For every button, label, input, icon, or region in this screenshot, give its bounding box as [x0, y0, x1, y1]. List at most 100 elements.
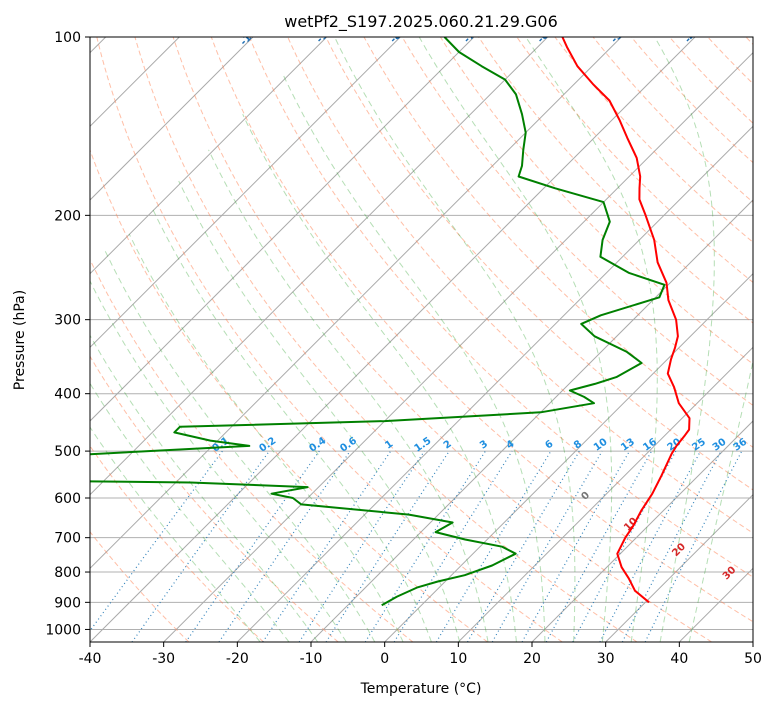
- moist-adiabat-label: 0: [579, 490, 592, 503]
- isotherm-line: [90, 37, 328, 275]
- isotherm-line: [90, 37, 401, 349]
- dry-adiabat-line: [210, 37, 753, 623]
- y-tick-label: 100: [54, 30, 81, 46]
- isotherm-line: [236, 125, 753, 642]
- mixing-ratio-label: 0.2: [257, 435, 278, 454]
- axes: -40 -30 -20 -10 0 10 20 30 40 5010020030040050060…: [45, 30, 762, 667]
- mixing-ratio-label: 8: [572, 439, 584, 452]
- isotherm-line: [531, 420, 753, 642]
- isotherm-label: -80: [388, 25, 409, 46]
- dry-adiabat-line: [707, 37, 753, 85]
- mixing-ratio-line: [364, 450, 486, 642]
- isotherm-line: [90, 37, 549, 496]
- mixing-ratio-line: [185, 450, 320, 642]
- moist-adiabat-line: [242, 113, 517, 642]
- isotherm-line: [457, 346, 753, 642]
- grid: 0.1 0.2 0.4 0.6 1 1.5 2 3 4 6 8 10 13 16 20 25 30 36-100-…: [90, 22, 775, 642]
- dewpoint-profile: [90, 37, 666, 607]
- moist-adiabat-line: [104, 251, 376, 642]
- dry-adiabat-line: [90, 355, 339, 642]
- moist-adiabat-line: [90, 279, 347, 642]
- temperature-profile: [561, 37, 691, 604]
- y-tick-label: 500: [54, 444, 81, 460]
- mixing-ratio-line: [325, 450, 450, 642]
- mixing-ratio-label: 3: [478, 439, 490, 452]
- mixing-ratio-line: [491, 450, 603, 642]
- y-tick-label: 800: [54, 565, 81, 581]
- y-tick-label: 400: [54, 387, 81, 403]
- x-tick-label: 40: [670, 651, 688, 667]
- dry-adiabat-line: [134, 37, 638, 642]
- mixing-ratio-line: [545, 450, 653, 642]
- mixing-ratio-line: [599, 450, 702, 642]
- x-tick-label: 10: [449, 651, 467, 667]
- mixing-ratio-line: [621, 450, 722, 642]
- mixing-ratio-line: [393, 450, 513, 642]
- dry-adiabat-line: [592, 37, 753, 203]
- mixing-ratio-line: [90, 450, 223, 632]
- x-tick-label: -10: [300, 651, 323, 667]
- moist-adiabat-line: [525, 37, 658, 642]
- mixing-ratio-line: [262, 450, 392, 642]
- x-tick-label: 20: [523, 651, 541, 667]
- dry-adiabat-line: [172, 37, 712, 642]
- mixing-ratio-label: 1: [383, 439, 395, 452]
- moist-adiabat-label: 20: [670, 541, 688, 559]
- mixing-ratio-line: [466, 450, 580, 642]
- isotherm-line: [90, 37, 254, 201]
- isotherm-line: [605, 493, 753, 642]
- moist-adiabat-line: [90, 382, 290, 642]
- mixing-ratio-line: [218, 450, 351, 642]
- x-tick-label: -40: [79, 651, 102, 667]
- moist-adiabat-line: [281, 72, 546, 642]
- moist-adiabat-line: [654, 37, 715, 642]
- dry-adiabat-line: [90, 531, 190, 642]
- mixing-ratio-label: 6: [543, 439, 555, 452]
- moist-adiabat-line: [128, 233, 404, 642]
- plot-frame: [89, 36, 754, 643]
- isotherm-line: [163, 51, 753, 642]
- x-tick-label: 50: [744, 651, 762, 667]
- mixing-ratio-line: [298, 450, 425, 642]
- mixing-ratio-line: [131, 450, 270, 642]
- sounding-profiles: [90, 37, 691, 607]
- dry-adiabat-line: [90, 148, 488, 642]
- x-tick-label: -20: [226, 651, 249, 667]
- isotherm-label: -30: [757, 25, 775, 46]
- mixing-ratio-label: 0.6: [338, 435, 359, 454]
- isotherm-line: [310, 199, 753, 642]
- x-tick-label: 0: [380, 651, 389, 667]
- dry-adiabat-line: [478, 37, 753, 324]
- dry-adiabat-line: [363, 37, 753, 448]
- y-tick-label: 300: [54, 313, 81, 329]
- moist-adiabat-line: [90, 334, 319, 642]
- isotherm-line: [90, 37, 696, 642]
- y-axis-label: Pressure (hPa): [12, 290, 28, 390]
- mixing-ratio-label: 4: [505, 439, 517, 452]
- moist-adiabat-line: [208, 149, 489, 642]
- moist-adiabat-line: [688, 358, 753, 642]
- dry-adiabat-line: [439, 37, 753, 365]
- y-tick-label: 700: [54, 531, 81, 547]
- isotherm-label: -60: [536, 25, 557, 46]
- moist-adiabat-line: [178, 180, 461, 642]
- x-tick-label: 30: [597, 651, 615, 667]
- isotherm-line: [752, 641, 753, 642]
- isotherm-line: [678, 567, 753, 642]
- isotherm-label: -100: [238, 22, 264, 48]
- dry-adiabat-line: [325, 37, 753, 491]
- dry-adiabat-line: [90, 258, 414, 642]
- isotherm-line: [384, 272, 753, 642]
- x-axis-label: Temperature (°C): [360, 681, 482, 697]
- dry-adiabat-line: [90, 445, 264, 642]
- mixing-ratio-line: [521, 450, 631, 642]
- isotherm-label: -90: [315, 25, 336, 46]
- isotherm-label: -70: [462, 25, 483, 46]
- dry-adiabat-line: [401, 37, 753, 406]
- mixing-ratio-label: 0.4: [307, 435, 328, 454]
- moist-adiabat-line: [418, 37, 613, 642]
- y-tick-label: 200: [54, 208, 81, 224]
- x-tick-label: -30: [152, 651, 175, 667]
- isotherm-line: [90, 37, 475, 422]
